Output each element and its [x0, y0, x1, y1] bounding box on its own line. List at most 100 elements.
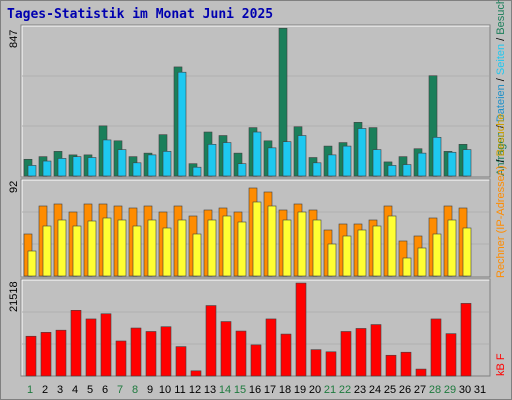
middle-besuche-bar-12	[192, 233, 202, 277]
middle-besuche-bar-20	[312, 219, 322, 277]
legend-sep-3: /	[495, 35, 507, 44]
x-tick-label-10: 10	[159, 384, 171, 396]
x-tick-label-30: 30	[459, 384, 471, 396]
bottom-kb-bar-10	[160, 326, 172, 377]
x-tick-label-27: 27	[414, 384, 426, 396]
top-dateien-bar-18	[282, 141, 292, 177]
x-tick-label-28: 28	[429, 384, 441, 396]
top-dateien-bar-9	[147, 154, 157, 177]
bottom-kb-bar-4	[70, 310, 82, 377]
middle-besuche-bar-22	[342, 235, 352, 277]
x-tick-label-8: 8	[132, 384, 138, 396]
top-dateien-bar-13	[207, 144, 217, 177]
bottom-kb-bar-28	[430, 318, 442, 377]
x-tick-label-23: 23	[354, 384, 366, 396]
middle-besuche-bar-19	[297, 211, 307, 277]
x-tick-label-18: 18	[279, 384, 291, 396]
x-tick-label-25: 25	[384, 384, 396, 396]
x-axis-labels: 1 2 3 4 5 6 7 8 9 10 11 12 13 14 15 16 17 18 19 20 21 22 23 24 2…	[27, 384, 486, 396]
legend-anfragen: Anfragen	[495, 131, 507, 176]
middle-besuche-bar-1	[27, 250, 37, 277]
top-dateien-bar-20	[312, 162, 322, 177]
top-dateien-bar-7	[117, 149, 127, 177]
bottom-kb-bar-20	[310, 349, 322, 377]
middle-besuche-bar-21	[327, 243, 337, 277]
top-dateien-bar-1	[27, 165, 37, 177]
middle-besuche-bar-4	[72, 225, 82, 277]
top-dateien-bar-15	[237, 163, 247, 177]
top-dateien-bar-23	[357, 128, 367, 177]
legend-rechner: Rechner (IP-Adressen)	[495, 166, 507, 279]
middle-besuche-bar-8	[132, 225, 142, 277]
bottom-kb-bar-29	[445, 333, 457, 377]
top-dateien-bar-2	[42, 160, 52, 177]
chart-title: Tages-Statistik im Monat Juni 2025	[7, 7, 274, 22]
bottom-kb-bar-30	[460, 303, 472, 377]
top-dateien-bar-21	[327, 154, 337, 177]
middle-besuche-bar-25	[387, 215, 397, 277]
x-tick-label-2: 2	[42, 384, 48, 396]
bottom-kb-bar-3	[55, 329, 67, 377]
x-tick-label-7: 7	[117, 384, 123, 396]
x-tick-label-22: 22	[339, 384, 351, 396]
bottom-kb-bar-6	[100, 313, 112, 377]
x-tick-label-1: 1	[27, 384, 33, 396]
top-legend: Anfragen / Dateien / Seiten / Besuche	[495, 0, 507, 176]
x-tick-label-4: 4	[72, 384, 78, 396]
top-dateien-bar-25	[387, 165, 397, 177]
middle-besuche-bar-30	[462, 227, 472, 277]
bottom-kb-bar-9	[145, 331, 157, 377]
top-dateien-bar-3	[57, 158, 67, 177]
x-tick-label-11: 11	[174, 384, 185, 396]
middle-besuche-bar-24	[372, 225, 382, 277]
bottom-kb-bar-13	[205, 305, 217, 377]
x-tick-label-19: 19	[294, 384, 306, 396]
legend-seiten: Seiten	[495, 44, 507, 75]
bottom-kb-bar-19	[295, 282, 307, 377]
top-dateien-bar-6	[102, 139, 112, 177]
middle-besuche-bar-13	[207, 219, 217, 277]
top-dateien-bar-5	[87, 157, 97, 177]
bottom-kb-bar-23	[355, 328, 367, 377]
middle-besuche-bar-15	[237, 221, 247, 277]
middle-besuche-bar-9	[147, 219, 157, 277]
x-tick-label-21: 21	[324, 384, 336, 396]
x-tick-label-12: 12	[189, 384, 201, 396]
legend-besuche-top: Besuche	[495, 0, 507, 35]
bottom-kb-bar-16	[250, 344, 262, 377]
middle-besuche-bar-23	[357, 229, 367, 277]
top-dateien-bar-17	[267, 147, 277, 177]
bottom-kb-bar-27	[415, 368, 427, 377]
x-tick-label-6: 6	[102, 384, 108, 396]
middle-legend: Rechner (IP-Adressen) / Besuche	[495, 114, 507, 278]
top-dateien-bar-11	[177, 71, 187, 177]
middle-bars	[23, 187, 472, 277]
top-dateien-bar-4	[72, 156, 82, 177]
bottom-legend: kB F	[495, 353, 507, 376]
bottom-bars	[25, 282, 472, 377]
middle-besuche-bar-18	[282, 219, 292, 277]
svg-text:Rechner (IP-Adressen) / Besuch: Rechner (IP-Adressen) / Besuche	[495, 114, 507, 278]
middle-besuche-bar-11	[177, 219, 187, 277]
x-tick-label-24: 24	[369, 384, 381, 396]
x-tick-label-29: 29	[444, 384, 456, 396]
bottom-kb-bar-14	[220, 321, 232, 377]
middle-besuche-bar-28	[432, 233, 442, 277]
middle-besuche-bar-14	[222, 215, 232, 277]
bottom-kb-bar-2	[40, 332, 52, 377]
legend-sep-4: /	[495, 156, 507, 165]
middle-besuche-bar-29	[447, 219, 457, 277]
x-tick-label-14: 14	[219, 384, 231, 396]
x-tick-label-26: 26	[399, 384, 411, 396]
legend-sep-2: /	[495, 75, 507, 84]
bottom-kb-bar-18	[280, 333, 292, 377]
legend-dateien: Dateien	[495, 84, 507, 122]
middle-besuche-bar-10	[162, 227, 172, 277]
x-tick-label-17: 17	[264, 384, 276, 396]
legend-kb: kB F	[495, 353, 507, 376]
top-dateien-bar-30	[462, 149, 472, 177]
middle-besuche-bar-16	[252, 201, 262, 277]
top-dateien-bar-10	[162, 151, 172, 177]
bottom-kb-bar-26	[400, 351, 412, 377]
